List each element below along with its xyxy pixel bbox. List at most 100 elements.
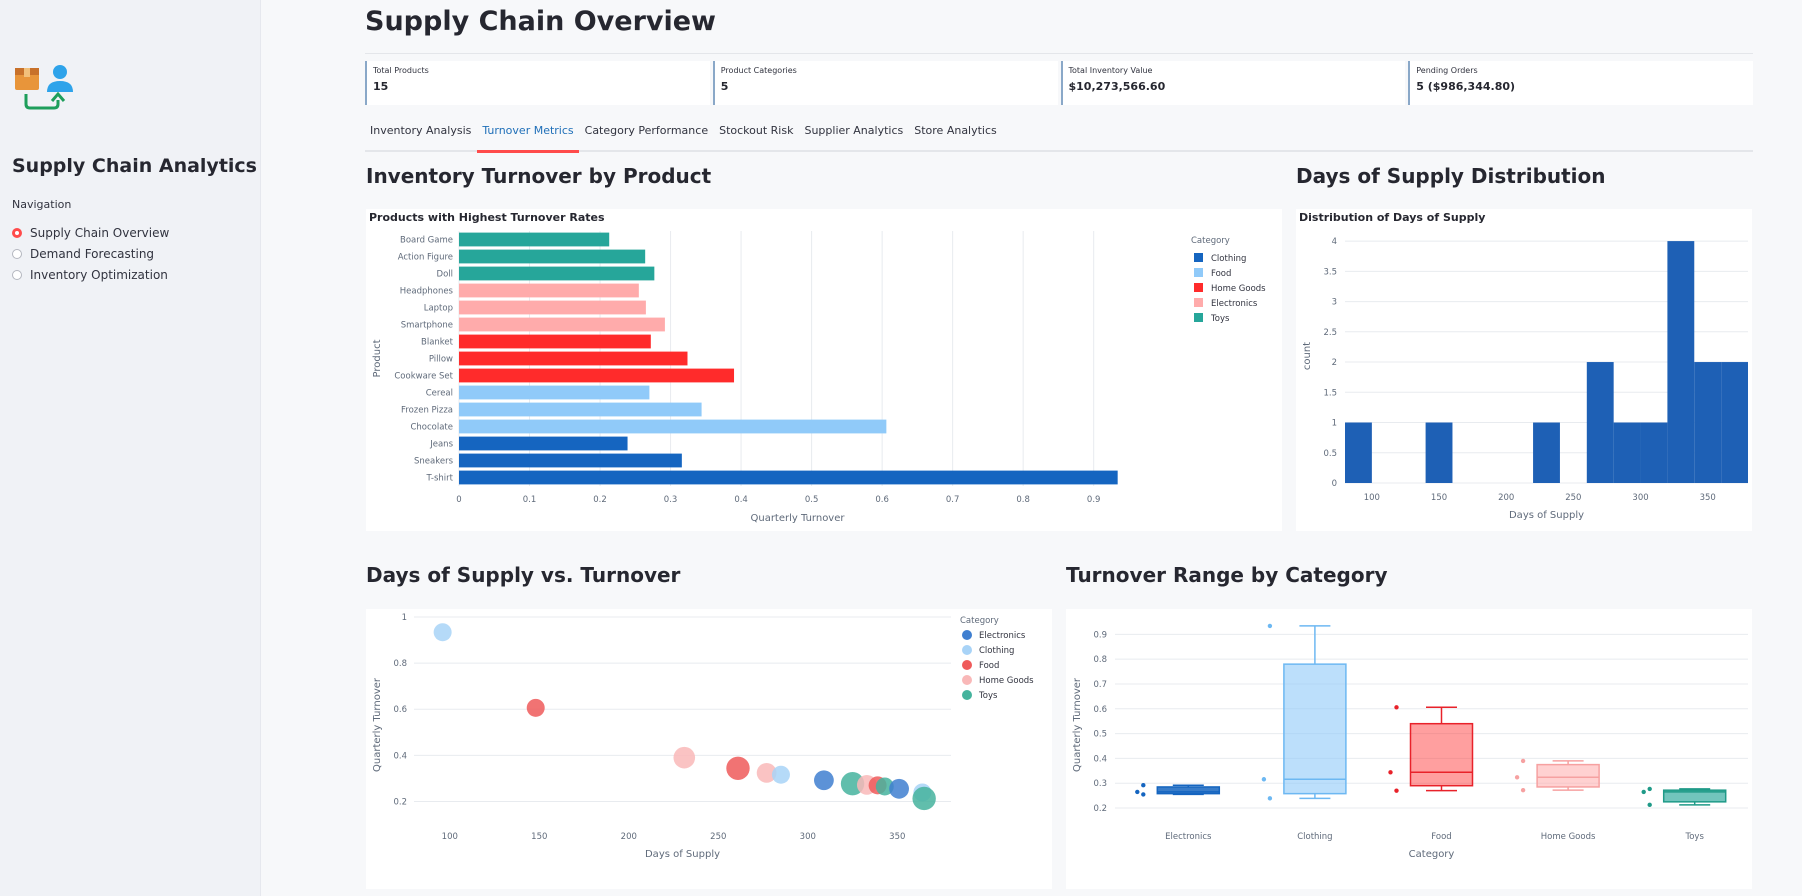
legend-label: Toys: [978, 691, 998, 701]
y-tick-label: Jeans: [429, 440, 453, 450]
y-tick-label: 0.2: [1093, 804, 1107, 814]
bar: [459, 436, 628, 451]
x-tick-label: 300: [800, 832, 816, 842]
histogram-bar: [1345, 422, 1372, 483]
nav-item-supply-chain-overview[interactable]: Supply Chain Overview: [12, 222, 169, 243]
nav-item-demand-forecasting[interactable]: Demand Forecasting: [12, 243, 169, 264]
y-tick-label: Pillow: [429, 355, 453, 365]
nav-item-label: Supply Chain Overview: [30, 225, 170, 240]
box: [1409, 722, 1474, 787]
scatter-chart-panel: 0.2 0.4 0.6 0.8 1 100 150 200 250 300 350 Days of S…: [366, 609, 1052, 889]
box-point: [1141, 792, 1146, 797]
x-tick-label: Food: [1431, 832, 1451, 842]
x-axis-label: Days of Supply: [1509, 510, 1584, 521]
scatter-point: [875, 777, 894, 796]
histogram-bar: [1586, 362, 1614, 483]
y-tick-label: 1: [402, 613, 407, 623]
x-tick-label: Home Goods: [1541, 832, 1596, 842]
histogram-bar: [1613, 422, 1641, 483]
bar: [459, 232, 610, 247]
y-tick-label: Chocolate: [410, 423, 453, 433]
y-tick-label: 0.8: [393, 659, 407, 669]
legend-swatch: [962, 630, 972, 640]
bar: [459, 283, 639, 298]
box-point: [1267, 796, 1273, 801]
y-tick-label: Doll: [437, 270, 453, 280]
y-tick-label: Cereal: [426, 389, 453, 399]
radio-unselected-icon[interactable]: [12, 248, 22, 259]
y-tick-label: 0.5: [1093, 730, 1107, 740]
scatter-point: [889, 778, 909, 799]
box-point: [1647, 786, 1652, 792]
x-axis-label: Quarterly Turnover: [750, 513, 845, 524]
box-point: [1394, 705, 1399, 710]
tab-inventory-analysis[interactable]: Inventory Analysis: [370, 124, 472, 137]
scatter-point: [814, 770, 834, 791]
box-point: [1267, 623, 1273, 629]
y-tick-label: 0.9: [1093, 630, 1107, 640]
radio-unselected-icon[interactable]: [12, 269, 22, 280]
legend-swatch: [962, 675, 972, 685]
bar: [459, 368, 735, 383]
x-tick-label: 150: [1431, 493, 1447, 503]
bar: [459, 317, 665, 332]
y-tick-label: 2: [1332, 358, 1337, 368]
x-axis-label: Category: [1409, 849, 1455, 860]
legend-label: Clothing: [979, 646, 1014, 656]
x-tick-label: 0: [456, 495, 461, 505]
box-point: [1641, 789, 1646, 795]
tab-store-analytics[interactable]: Store Analytics: [914, 124, 997, 137]
dos-histogram-panel: Distribution of Days of Supply 0 0.5 1 1.5 2 2…: [1296, 209, 1752, 531]
y-tick-label: Sneakers: [414, 457, 454, 467]
scatter-point: [726, 756, 750, 780]
y-tick-label: Frozen Pizza: [401, 406, 453, 416]
x-tick-label: 350: [889, 832, 905, 842]
nav-label: Navigation: [12, 198, 72, 211]
scatter-point: [673, 746, 696, 769]
y-tick-label: 0.4: [1093, 754, 1107, 764]
tab-stockout-risk[interactable]: Stockout Risk: [719, 124, 794, 137]
x-tick-label: 0.8: [1016, 495, 1030, 505]
y-axis-label: Product: [372, 339, 383, 377]
scatter-point: [912, 786, 936, 811]
nav-radio-group: Supply Chain Overview Demand Forecasting…: [12, 222, 169, 285]
box-point: [1514, 775, 1520, 780]
dos-vs-turnover-scatter: 0.2 0.4 0.6 0.8 1 100 150 200 250 300 350 Days of S…: [372, 613, 1034, 860]
legend-label: Electronics: [979, 631, 1026, 641]
legend-label: Toys: [1210, 314, 1230, 324]
tab-category-performance[interactable]: Category Performance: [584, 124, 709, 137]
metric-value: 5 ($986,344.80): [1416, 80, 1516, 93]
scatter-point: [771, 765, 790, 784]
box: [1536, 763, 1600, 788]
nav-item-inventory-optimization[interactable]: Inventory Optimization: [12, 264, 169, 285]
legend-title: Category: [1191, 236, 1230, 246]
y-tick-label: Headphones: [400, 287, 454, 297]
legend-label: Electronics: [1211, 299, 1258, 309]
scatter-point: [433, 623, 452, 642]
tab-supplier-analytics[interactable]: Supplier Analytics: [804, 124, 904, 137]
bar: [459, 351, 688, 366]
tab-turnover-metrics[interactable]: Turnover Metrics: [477, 118, 579, 153]
dos-heading: Days of Supply Distribution: [1296, 164, 1606, 188]
x-axis-label: Days of Supply: [645, 849, 720, 860]
box-point: [1647, 802, 1652, 808]
y-tick-label: Laptop: [424, 304, 453, 314]
turnover-bar-chart-panel: Products with Highest Turnover Rates 0 0.1…: [366, 209, 1282, 531]
radio-selected-icon[interactable]: [12, 227, 22, 238]
bar: [459, 300, 646, 315]
y-tick-label: 0.4: [393, 751, 407, 761]
metric-value: $10,273,566.60: [1068, 80, 1166, 93]
y-axis-label: count: [1302, 342, 1313, 370]
metric-label: Product Categories: [720, 66, 797, 75]
y-tick-label: Blanket: [421, 338, 454, 348]
bar: [459, 266, 655, 281]
x-tick-label: 100: [1364, 493, 1380, 503]
turnover-bar-chart: Products with Highest Turnover Rates 0 0.1…: [369, 211, 1266, 524]
x-tick-label: Clothing: [1297, 832, 1332, 842]
legend-label: Clothing: [1211, 254, 1246, 264]
bar: [459, 334, 651, 349]
box: [1156, 786, 1221, 795]
box-point: [1261, 777, 1267, 782]
legend-swatch: [1194, 253, 1203, 262]
x-tick-label: 200: [621, 832, 637, 842]
